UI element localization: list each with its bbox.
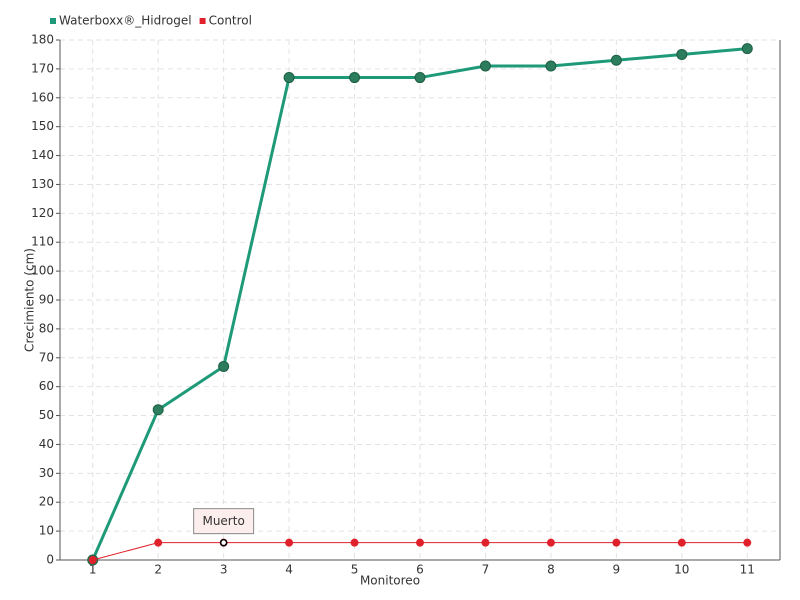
annotation-text: Muerto	[202, 514, 244, 528]
data-point	[676, 48, 688, 60]
data-point	[218, 360, 230, 372]
x-tick-label: 8	[547, 563, 555, 577]
data-point	[610, 54, 622, 66]
y-tick-label: 120	[31, 206, 54, 220]
y-tick-label: 50	[39, 408, 54, 422]
x-tick-label: 2	[154, 563, 162, 577]
data-point	[88, 556, 97, 564]
legend-swatch	[199, 18, 206, 24]
y-tick-label: 0	[46, 553, 54, 567]
data-point	[414, 72, 426, 84]
y-tick-label: 180	[31, 33, 54, 47]
y-tick-label: 30	[39, 466, 54, 480]
y-tick-label: 80	[39, 321, 54, 335]
x-tick-label: 10	[674, 563, 689, 577]
y-tick-label: 140	[31, 148, 54, 162]
annotation-box	[193, 508, 255, 535]
y-tick-label: 90	[39, 293, 54, 307]
legend-label: Waterboxx®_Hidrogel	[59, 14, 192, 28]
y-tick-label: 130	[31, 177, 54, 191]
x-tick-label: 9	[613, 563, 621, 577]
y-tick-label: 110	[31, 235, 54, 249]
data-point	[285, 538, 294, 547]
y-tick-label: 160	[31, 90, 54, 104]
y-tick-label: 70	[39, 350, 54, 364]
y-axis-title: Crecimiento (cm)	[23, 248, 37, 352]
x-tick-label: 3	[220, 563, 228, 577]
data-point	[350, 538, 359, 547]
x-tick-label: 7	[482, 563, 490, 577]
y-tick-label: 150	[31, 119, 54, 133]
y-tick-label: 170	[31, 61, 54, 75]
data-point	[677, 538, 686, 547]
annotation-marker	[219, 538, 228, 547]
y-tick-label: 60	[39, 379, 54, 393]
data-point	[154, 538, 163, 547]
data-point	[546, 538, 555, 547]
x-tick-label: 1	[89, 563, 97, 577]
x-axis-title: Monitoreo	[360, 574, 420, 588]
data-point	[743, 538, 752, 547]
data-point	[283, 72, 295, 84]
y-tick-label: 100	[31, 264, 54, 278]
data-point	[612, 538, 621, 547]
data-point	[481, 538, 490, 547]
data-point	[545, 60, 557, 72]
legend-swatch	[50, 18, 56, 24]
data-point	[152, 404, 164, 416]
y-tick-label: 20	[39, 495, 54, 509]
y-tick-label: 40	[39, 437, 54, 451]
data-point	[741, 43, 753, 55]
data-point	[416, 538, 424, 547]
x-tick-label: 11	[740, 563, 755, 577]
x-tick-label: 6	[416, 563, 424, 577]
x-tick-label: 4	[285, 563, 293, 577]
x-tick-label: 5	[351, 563, 359, 577]
y-tick-label: 10	[39, 524, 54, 538]
data-point	[479, 60, 491, 72]
data-point	[349, 72, 361, 84]
legend-label: Control	[209, 14, 252, 28]
